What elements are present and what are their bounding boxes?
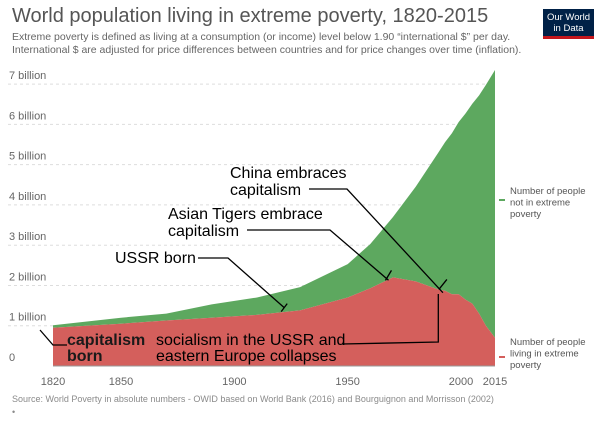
- annotation-line-tigers: [247, 229, 389, 281]
- source-bullet: •: [12, 407, 16, 417]
- legend-label-poor: Number of people: [510, 337, 586, 348]
- annotation-capitalism-born: born: [67, 348, 103, 365]
- annotation-line-capitalism-born: [39, 329, 67, 346]
- y-tick-label: 3 billion: [9, 231, 46, 243]
- y-tick-label: 4 billion: [9, 191, 46, 203]
- x-tick-label: 1950: [335, 376, 359, 388]
- area-in-poverty: [53, 277, 495, 366]
- y-tick-label: 7 billion: [9, 70, 46, 82]
- legend-swatch-poor: [499, 356, 505, 358]
- annotation-tick-ussr: [280, 303, 288, 312]
- owid-logo[interactable]: Our World in Data: [543, 9, 594, 39]
- annotation-tigers: Asian Tigers embrace: [168, 206, 323, 223]
- x-tick-label: 2015: [483, 376, 507, 388]
- chart-subtitle-line-2: International $ are adjusted for price d…: [12, 44, 522, 56]
- annotation-tigers: capitalism: [168, 223, 239, 240]
- annotation-capitalism-born: capitalism: [67, 332, 145, 349]
- legend-label-not-poor: Number of people: [510, 186, 586, 197]
- legend-label-not-poor: poverty: [510, 209, 541, 220]
- legend-label-poor: living in extreme: [510, 349, 579, 360]
- y-tick-label: 1 billion: [9, 312, 46, 324]
- y-tick-label: 6 billion: [9, 110, 46, 122]
- legend-label-poor: poverty: [510, 360, 541, 371]
- x-tick-label: 1820: [41, 376, 65, 388]
- annotation-line-collapse: [341, 294, 439, 345]
- y-tick-label: 0: [9, 352, 15, 364]
- y-tick-label: 5 billion: [9, 151, 46, 163]
- poverty-area-chart: 0 1 billion 2 billion 3 billion 4 billion 5 b…: [8, 70, 586, 388]
- annotation-line-ussr: [198, 257, 285, 309]
- annotation-china: capitalism: [230, 182, 301, 199]
- annotation-tick-tigers: [384, 270, 393, 281]
- annotation-line-china: [309, 188, 444, 294]
- chart-subtitle-line-1: Extreme poverty is defined as living at …: [12, 31, 511, 43]
- legend-swatch-not-poor: [499, 199, 505, 201]
- x-tick-label: 2000: [449, 376, 473, 388]
- chart-title: World population living in extreme pover…: [12, 5, 489, 27]
- annotation-china: China embraces: [230, 165, 347, 182]
- logo-line-2: in Data: [553, 23, 584, 34]
- source-note: Source: World Poverty in absolute number…: [12, 394, 494, 404]
- annotation-tick-china: [438, 279, 448, 290]
- x-tick-label: 1850: [109, 376, 133, 388]
- x-tick-label: 1900: [222, 376, 246, 388]
- logo-line-1: Our World: [546, 12, 591, 23]
- y-tick-label: 2 billion: [9, 271, 46, 283]
- legend-label-not-poor: not in extreme: [510, 198, 570, 209]
- annotation-ussr: USSR born: [115, 250, 196, 267]
- area-not-in-poverty: [53, 70, 495, 338]
- annotation-collapse: socialism in the USSR and: [156, 332, 345, 349]
- annotation-collapse: eastern Europe collapses: [156, 348, 337, 365]
